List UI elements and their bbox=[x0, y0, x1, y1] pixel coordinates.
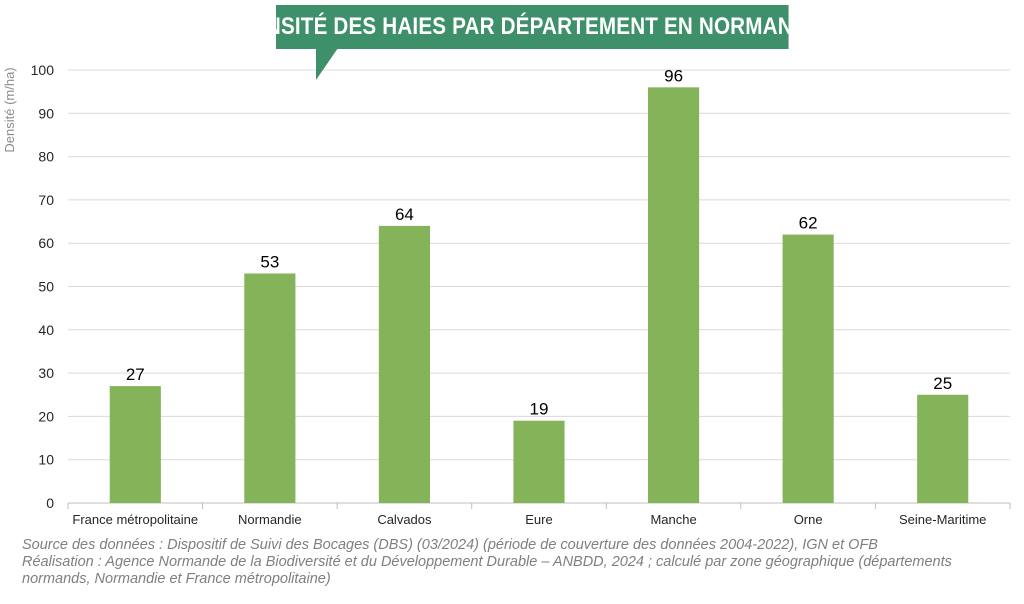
y-tick-label: 100 bbox=[31, 62, 55, 78]
x-tick-label: Manche bbox=[650, 512, 696, 527]
y-tick-label: 20 bbox=[38, 408, 54, 424]
x-tick-label: Calvados bbox=[377, 512, 432, 527]
x-tick-label: Eure bbox=[525, 512, 552, 527]
y-tick-label: 80 bbox=[38, 149, 54, 165]
y-tick-label: 40 bbox=[38, 322, 54, 338]
chart-title: DENSITÉ DES HAIES PAR DÉPARTEMENT EN NOR… bbox=[237, 5, 828, 49]
bar-france-m-tropolitaine bbox=[109, 386, 161, 503]
x-tick-label: Orne bbox=[794, 512, 823, 527]
x-tick-label: Seine-Maritime bbox=[899, 512, 986, 527]
bar-normandie bbox=[244, 273, 296, 503]
data-label: 64 bbox=[395, 205, 414, 224]
y-tick-label: 50 bbox=[38, 279, 54, 295]
x-tick-label: France métropolitaine bbox=[72, 512, 198, 527]
data-label: 25 bbox=[933, 374, 952, 393]
data-label: 19 bbox=[530, 400, 549, 419]
x-tick-label: Normandie bbox=[238, 512, 302, 527]
bar-manche bbox=[648, 87, 700, 503]
bar-orne bbox=[782, 234, 834, 504]
data-label: 53 bbox=[260, 253, 279, 272]
chart-footer: Source des données : Dispositif de Suivi… bbox=[22, 537, 1012, 588]
bar-seine-maritime bbox=[917, 394, 969, 503]
y-tick-label: 30 bbox=[38, 365, 54, 381]
axes: 0 10 20 30 40 50 60 70 80 90 100 France métropolita… bbox=[31, 62, 1011, 527]
bar-calvados bbox=[378, 225, 430, 503]
y-tick-label: 60 bbox=[38, 235, 54, 251]
data-label: 27 bbox=[126, 365, 145, 384]
realisation-note: Réalisation : Agence Normande de la Biod… bbox=[22, 554, 952, 587]
source-note: Source des données : Dispositif de Suivi… bbox=[22, 537, 878, 553]
y-tick-label: 70 bbox=[38, 192, 54, 208]
data-labels: 27 53 64 19 96 62 25 bbox=[126, 66, 952, 418]
title-callout-tail bbox=[316, 48, 338, 80]
y-tick-label: 0 bbox=[46, 495, 54, 511]
data-label: 96 bbox=[664, 66, 683, 85]
gridlines bbox=[68, 69, 1010, 461]
bars bbox=[109, 87, 969, 504]
y-tick-label: 90 bbox=[38, 105, 54, 121]
data-label: 62 bbox=[799, 214, 818, 233]
y-tick-label: 10 bbox=[38, 452, 54, 468]
y-axis-label: Densité (m/ha) bbox=[2, 67, 17, 152]
bar-eure bbox=[513, 420, 565, 503]
